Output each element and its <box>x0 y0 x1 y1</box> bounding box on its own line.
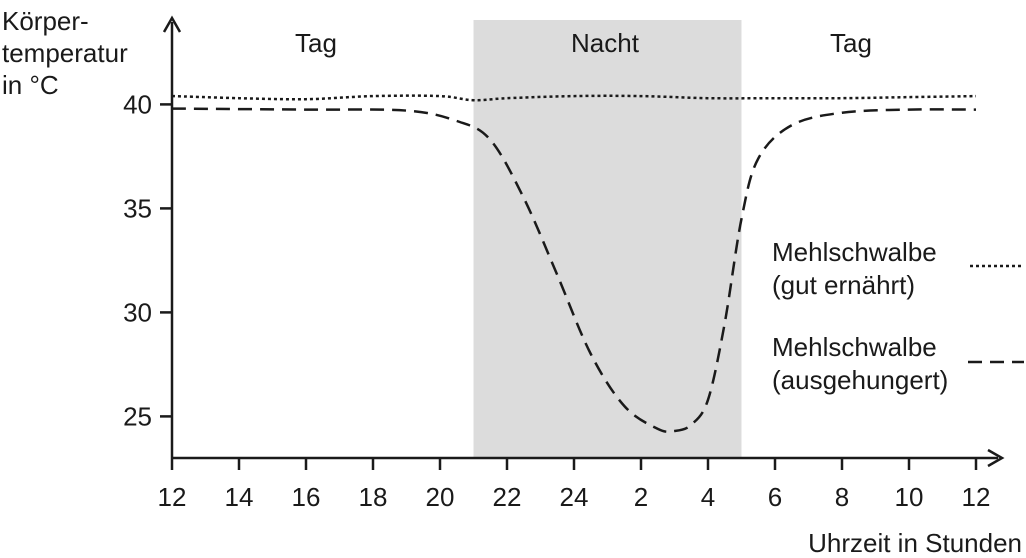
y-tick-label: 40 <box>123 89 152 119</box>
legend-label-starved-line-2: (ausgehungert) <box>772 365 948 395</box>
night-shade-region <box>473 20 742 458</box>
x-tick-label: 18 <box>359 482 388 512</box>
legend-label-starved-line-1: Mehlschwalbe <box>772 332 937 362</box>
x-tick-label: 6 <box>768 482 782 512</box>
region-label-tag-1: Tag <box>295 28 337 58</box>
x-tick-label: 10 <box>895 482 924 512</box>
y-tick-label: 35 <box>123 193 152 223</box>
y-axis-title-line-2: temperatur <box>2 38 128 68</box>
y-axis-arrow <box>162 15 182 33</box>
series-line-starved <box>171 107 977 433</box>
x-tick-label: 16 <box>292 482 321 512</box>
x-tick-label: 2 <box>634 482 648 512</box>
x-axis-title: Uhrzeit in Stunden <box>808 528 1022 558</box>
x-tick-label: 22 <box>493 482 522 512</box>
region-label-tag-2: Tag <box>830 28 872 58</box>
x-axis-arrow <box>987 448 1005 468</box>
x-tick-label: 20 <box>426 482 455 512</box>
y-tick-label: 30 <box>123 297 152 327</box>
y-axis-title-line-1: Körper- <box>2 6 89 36</box>
y-tick-label: 25 <box>123 401 152 431</box>
x-tick-label: 24 <box>560 482 589 512</box>
x-tick-label: 14 <box>225 482 254 512</box>
x-tick-label: 12 <box>158 482 187 512</box>
series-line-fed <box>171 94 977 102</box>
x-tick-label: 12 <box>962 482 991 512</box>
x-tick-label: 8 <box>835 482 849 512</box>
y-axis-title-line-3: in °C <box>2 70 59 100</box>
legend-label-fed-line-2: (gut ernährt) <box>772 270 915 300</box>
legend-label-fed-line-1: Mehlschwalbe <box>772 237 937 267</box>
x-tick-label: 4 <box>701 482 715 512</box>
region-label-nacht: Nacht <box>571 28 640 58</box>
